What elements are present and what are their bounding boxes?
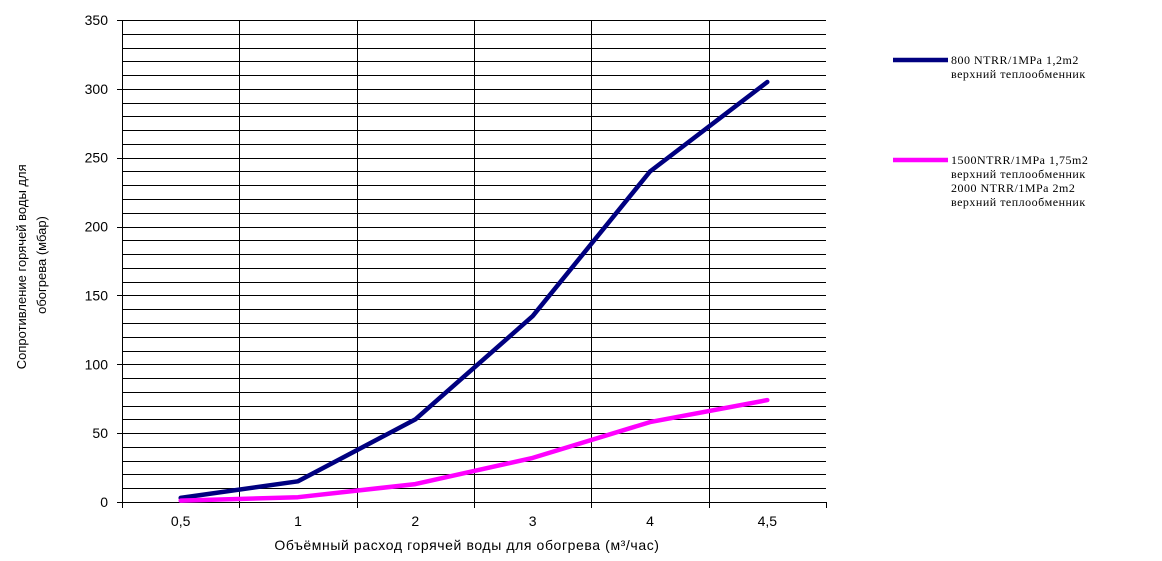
- x-tick-label: 0,5: [171, 513, 191, 529]
- y-tick-label: 0: [100, 494, 108, 510]
- y-tick-label: 50: [92, 425, 108, 441]
- y-axis-label-line-2: обогрева (мбар): [34, 216, 49, 314]
- legend-entry-2-line-3: 2000 NTRR/1MPa 2m2: [951, 181, 1075, 195]
- legend-entry-2-line-4: верхний теплообменник: [951, 195, 1086, 209]
- series-line-1: [178, 79, 770, 501]
- legend-entry-1-line-2: верхний теплообменник: [951, 67, 1086, 81]
- x-tick-label: 2: [411, 513, 419, 529]
- grid-lines: [122, 20, 826, 502]
- legend-entry-2: 1500NTRR/1MPa 1,75m2 верхний теплообменн…: [951, 153, 1092, 209]
- y-tick-label: 300: [85, 81, 109, 97]
- x-tick-label: 1: [294, 513, 302, 529]
- legend-entry-2-line-2: верхний теплообменник: [951, 167, 1086, 181]
- y-tick-label: 250: [85, 150, 109, 166]
- axes: [117, 20, 827, 508]
- x-axis-label: Объёмный расход горячей воды для обогрев…: [274, 537, 659, 553]
- y-axis-label: Сопротивление горячей воды для обогрева …: [14, 161, 49, 370]
- y-tick-label: 200: [85, 219, 109, 235]
- x-tick-label: 4,5: [758, 513, 778, 529]
- legend-entry-1: 800 NTRR/1MPa 1,2m2 верхний теплообменни…: [951, 53, 1086, 81]
- y-tick-label: 150: [85, 287, 109, 303]
- y-tick-label: 350: [85, 12, 109, 28]
- y-tick-label: 100: [85, 356, 109, 372]
- legend-entry-1-line-1: 800 NTRR/1MPa 1,2m2: [951, 53, 1079, 67]
- x-tick-labels: 0,5 1 2 3 4 4,5: [171, 513, 777, 529]
- y-tick-labels: 0 50 100 150 200 250 300 350: [85, 12, 109, 510]
- series-line-2: [178, 397, 770, 503]
- legend-entry-2-line-1: 1500NTRR/1MPa 1,75m2: [951, 153, 1088, 167]
- y-axis-label-line-1: Сопротивление горячей воды для: [14, 164, 29, 369]
- legend: 800 NTRR/1MPa 1,2m2 верхний теплообменни…: [893, 53, 1092, 209]
- x-tick-label: 3: [529, 513, 537, 529]
- series-lines: [178, 79, 770, 503]
- x-tick-label: 4: [646, 513, 654, 529]
